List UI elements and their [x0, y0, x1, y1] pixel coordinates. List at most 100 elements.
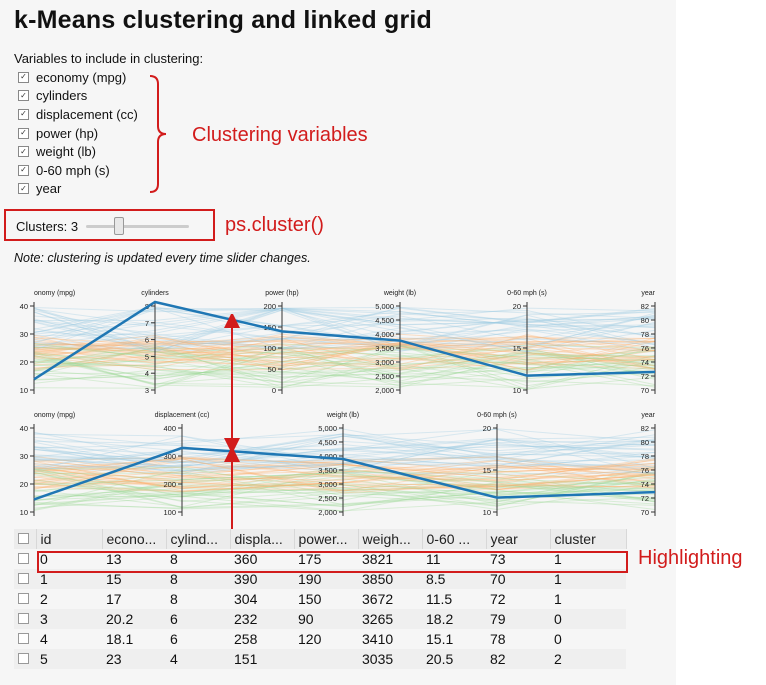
row-select-cell[interactable] [14, 569, 36, 589]
axis[interactable]: onomy (mpg) 40 30 20 10 [20, 412, 76, 517]
column-header[interactable]: cylind... [166, 529, 231, 549]
background-line [33, 318, 656, 349]
table-cell: 90 [298, 611, 314, 627]
table-cell: 4 [170, 651, 178, 667]
table-row[interactable]: 3 20.2 6 232 90 3265 18.2 79 0 [14, 609, 626, 629]
row-select-cell[interactable] [14, 549, 36, 569]
variable-label: power (hp) [36, 125, 99, 141]
table-row[interactable]: 4 18.1 6 258 120 3410 15.1 78 0 [14, 629, 626, 649]
variable-checkbox[interactable]: ✓ [18, 127, 29, 139]
column-header[interactable]: weigh... [358, 529, 423, 549]
axis-title: displacement (cc) [155, 412, 210, 419]
axis[interactable]: weight (lb) 5,000 4,500 4,000 3,500 3,000 2,50… [375, 290, 416, 395]
row-checkbox[interactable] [18, 593, 29, 604]
column-header[interactable]: econo... [102, 529, 167, 549]
tick-label: 40 [20, 424, 28, 433]
table-cell: 1 [554, 591, 562, 607]
background-line [33, 309, 656, 350]
background-line [33, 341, 656, 363]
table-row[interactable]: 1 15 8 390 190 3850 8.5 70 1 [14, 569, 626, 589]
background-line [33, 348, 656, 379]
row-checkbox[interactable] [18, 573, 29, 584]
background-line [33, 335, 656, 348]
tick-label: 7 [145, 319, 149, 328]
clusters-slider-thumb[interactable] [114, 217, 124, 235]
background-line [33, 311, 656, 350]
link-arrows [224, 314, 240, 554]
column-header[interactable]: cluster [550, 529, 627, 549]
tick-label: 400 [163, 424, 176, 433]
variable-checkbox-row[interactable]: ✓ weight (lb) [18, 142, 138, 161]
background-line [33, 353, 656, 384]
axis-title: onomy (mpg) [34, 412, 75, 419]
row-select-cell[interactable] [14, 649, 36, 669]
parallel-coordinates-bottom[interactable]: onomy (mpg) 40 30 20 10 displacement (cc) 400 3… [0, 408, 676, 524]
column-header[interactable]: 0-60 ... [422, 529, 487, 549]
parallel-coordinates-top[interactable]: onomy (mpg)40302010cylinders876543power … [0, 286, 676, 402]
background-line [33, 367, 656, 390]
table-cell: 17 [106, 591, 122, 607]
table-row[interactable]: 5 23 4 151 3035 20.5 82 2 [14, 649, 626, 669]
background-line [33, 308, 656, 353]
variable-checkbox[interactable]: ✓ [18, 183, 29, 195]
axis[interactable]: weight (lb) 5,000 4,500 4,000 3,500 3,000 2,50… [318, 412, 359, 517]
variable-checkbox-row[interactable]: ✓ year [18, 180, 138, 199]
column-header[interactable]: year [486, 529, 551, 549]
table-row[interactable]: 2 17 8 304 150 3672 11.5 72 1 [14, 589, 626, 609]
background-line [33, 313, 656, 351]
axis-title: power (hp) [265, 290, 298, 297]
tick-label: 50 [268, 365, 276, 374]
variable-checkbox-row[interactable]: ✓ cylinders [18, 87, 138, 106]
row-checkbox[interactable] [18, 633, 29, 644]
row-checkbox[interactable] [18, 653, 29, 664]
axis[interactable]: displacement (cc) 400 300 200 100 [155, 412, 210, 517]
table-cell: 304 [234, 591, 258, 607]
variable-checkbox[interactable]: ✓ [18, 108, 29, 120]
table-row[interactable]: 0 13 8 360 175 3821 11 73 1 [14, 549, 626, 569]
row-select-cell[interactable] [14, 609, 36, 629]
table-cell: 0 [40, 551, 48, 567]
table-cell: 3 [40, 611, 48, 627]
background-line [33, 338, 656, 370]
background-line [33, 344, 656, 388]
select-all-header[interactable] [14, 529, 37, 549]
variable-checkbox[interactable]: ✓ [18, 146, 29, 158]
axis[interactable]: year 82 80 78 76 74 72 70 [641, 290, 656, 395]
tick-label: 20 [20, 358, 28, 367]
tick-label: 4 [145, 369, 149, 378]
axis[interactable]: 0-60 mph (s) 20 15 10 [477, 412, 517, 517]
background-line [33, 346, 656, 389]
clusters-slider-track[interactable] [86, 225, 189, 228]
tick-label: 78 [641, 452, 649, 461]
axis[interactable]: 0-60 mph (s) 20 15 10 [507, 290, 547, 395]
column-header[interactable]: displa... [230, 529, 295, 549]
variable-checkbox-row[interactable]: ✓ displacement (cc) [18, 105, 138, 124]
background-line [33, 342, 656, 387]
background-line [33, 346, 656, 389]
background-line [33, 350, 656, 370]
tick-label: 74 [641, 480, 649, 489]
variable-checkbox[interactable]: ✓ [18, 71, 29, 83]
variable-checkbox-row[interactable]: ✓ 0-60 mph (s) [18, 161, 138, 180]
variable-checkbox[interactable]: ✓ [18, 164, 29, 176]
row-select-cell[interactable] [14, 589, 36, 609]
background-line [33, 307, 656, 346]
row-checkbox[interactable] [18, 613, 29, 624]
variable-checkbox[interactable]: ✓ [18, 90, 29, 102]
background-line [33, 307, 656, 350]
background-line [34, 344, 656, 370]
variable-checkbox-row[interactable]: ✓ economy (mpg) [18, 68, 138, 87]
select-all-checkbox[interactable] [18, 533, 29, 544]
variable-checkbox-row[interactable]: ✓ power (hp) [18, 124, 138, 143]
background-line [33, 347, 656, 378]
axis-title: weight (lb) [383, 290, 416, 297]
background-line [33, 351, 656, 386]
background-line [33, 428, 656, 458]
row-select-cell[interactable] [14, 629, 36, 649]
variable-checkbox-list: ✓ economy (mpg) ✓ cylinders ✓ displacement (c… [18, 68, 138, 198]
row-checkbox[interactable] [18, 553, 29, 564]
column-header[interactable]: id [36, 529, 103, 549]
background-line [33, 355, 656, 383]
axis[interactable]: year 82 80 78 76 74 72 70 [641, 412, 656, 517]
column-header[interactable]: power... [294, 529, 359, 549]
